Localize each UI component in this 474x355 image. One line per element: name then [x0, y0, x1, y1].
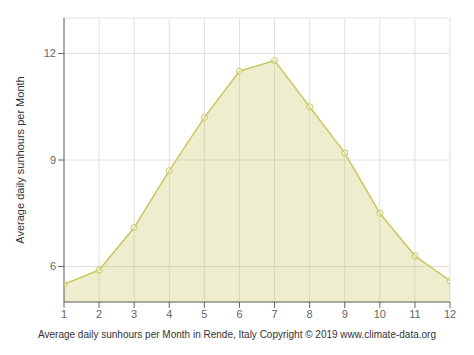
svg-text:7: 7 — [271, 308, 277, 320]
svg-text:Average daily sunhours per Mon: Average daily sunhours per Month — [14, 76, 26, 243]
svg-text:5: 5 — [201, 308, 207, 320]
svg-text:9: 9 — [342, 308, 348, 320]
svg-text:1: 1 — [61, 308, 67, 320]
svg-text:2: 2 — [96, 308, 102, 320]
svg-text:6: 6 — [236, 308, 242, 320]
svg-text:10: 10 — [374, 308, 386, 320]
svg-text:4: 4 — [166, 308, 172, 320]
svg-text:12: 12 — [444, 308, 456, 320]
html-text:Average daily sunhours per Mon: Average daily sunhours per Month in Rend… — [38, 329, 436, 340]
svg-text:9: 9 — [50, 154, 56, 166]
svg-text:6: 6 — [50, 260, 56, 272]
svg-text:8: 8 — [307, 308, 313, 320]
svg-text:12: 12 — [44, 47, 56, 59]
svg-text:3: 3 — [131, 308, 137, 320]
svg-text:11: 11 — [409, 308, 420, 320]
